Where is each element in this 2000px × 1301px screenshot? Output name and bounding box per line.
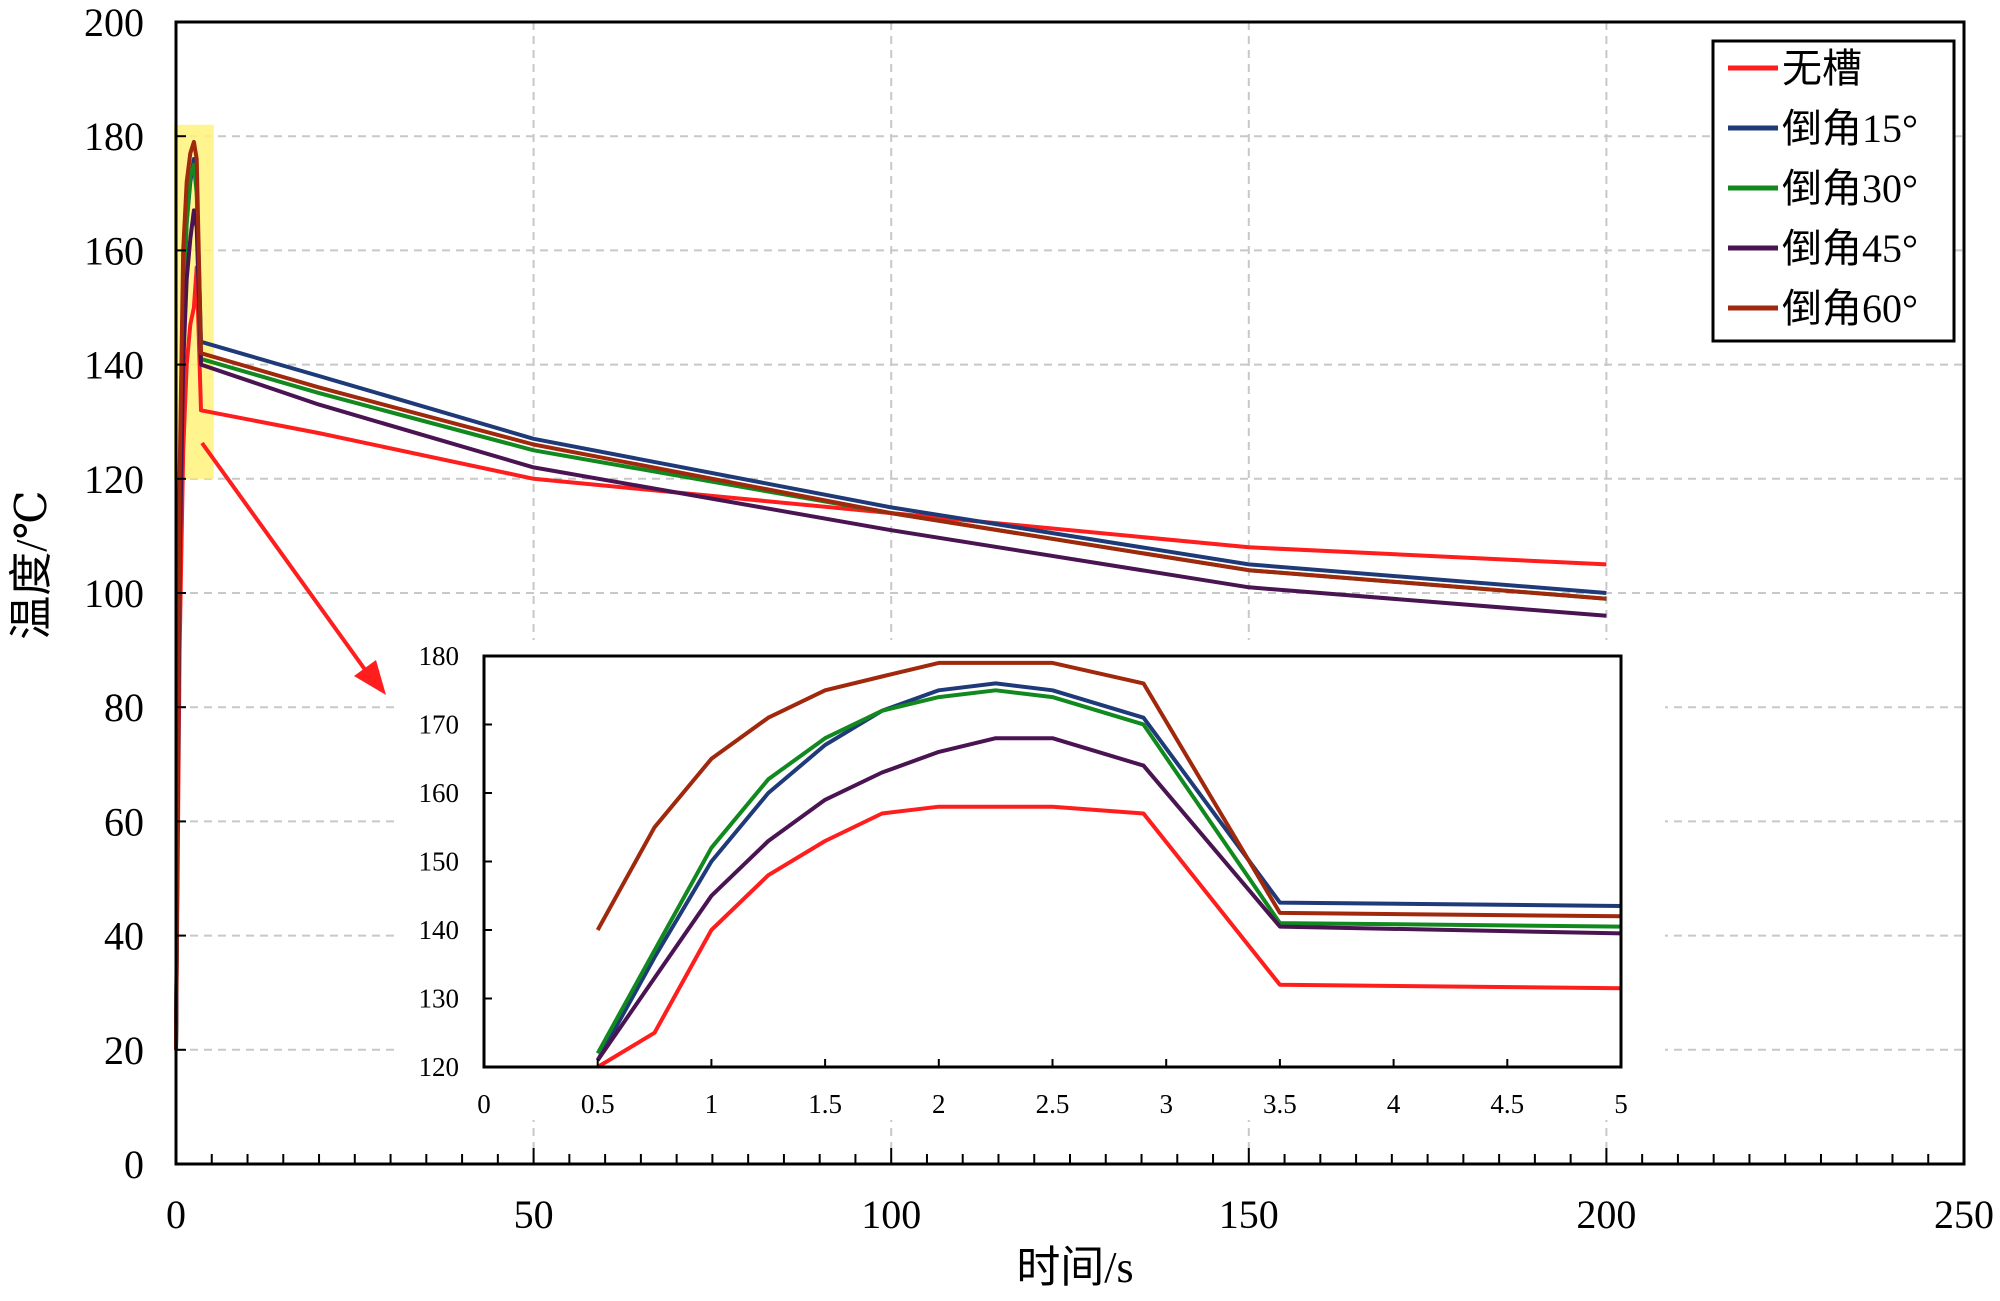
y-tick-label: 100: [84, 571, 144, 616]
inset-x-tick-label: 2.5: [1036, 1089, 1070, 1119]
inset-y-tick-label: 150: [419, 847, 460, 877]
y-tick-label: 120: [84, 457, 144, 502]
legend-label-4: 倒角60°: [1782, 286, 1918, 331]
x-tick-label: 0: [166, 1192, 186, 1237]
y-tick-label: 80: [104, 685, 144, 730]
inset-ticks: [483, 655, 1622, 1068]
inset-x-tick-label: 3.5: [1263, 1089, 1297, 1119]
y-tick-label: 180: [84, 114, 144, 159]
zoom-arrow: [200, 441, 386, 695]
x-tick-label: 200: [1576, 1192, 1636, 1237]
inset-series-line-1: [595, 681, 1621, 1062]
inset-y-tick-label: 120: [419, 1052, 460, 1082]
y-tick-label: 40: [104, 914, 144, 959]
inset-x-tick-label: 1.5: [808, 1089, 842, 1119]
legend-label-2: 倒角30°: [1782, 166, 1918, 211]
inset-background: [395, 640, 1665, 1120]
y-tick-label: 140: [84, 343, 144, 388]
inset-x-tick-label: 1: [705, 1089, 719, 1119]
legend-box: [1711, 39, 1956, 343]
inset-y-tick-label: 180: [419, 641, 460, 671]
x-tick-label: 150: [1219, 1192, 1279, 1237]
inset-y-tick-label: 170: [419, 710, 460, 740]
inset-series-line-3: [596, 736, 1621, 1062]
inset-series-line-0: [596, 804, 1621, 1067]
zoom-arrow-head: [354, 660, 386, 695]
inset-x-tick-label: 0: [477, 1089, 491, 1119]
inset-y-tick-label: 130: [419, 984, 460, 1014]
main-ticks: [175, 21, 1965, 1165]
legend-label-3: 倒角45°: [1782, 226, 1918, 271]
inset-series-line-2: [595, 688, 1621, 1055]
y-tick-label: 160: [84, 228, 144, 273]
inset-x-tick-label: 4.5: [1490, 1089, 1524, 1119]
y-axis-label: 温度/℃: [7, 490, 56, 639]
inset-x-tick-label: 3: [1159, 1089, 1173, 1119]
legend-label-1: 倒角15°: [1782, 106, 1918, 151]
y-tick-label: 0: [124, 1142, 144, 1187]
legend-label-0: 无槽: [1782, 46, 1862, 91]
inset-x-tick-label: 0.5: [581, 1089, 615, 1119]
inset-x-tick-label: 5: [1614, 1089, 1628, 1119]
inset-y-tick-label: 140: [419, 915, 460, 945]
inset-series-line-4: [595, 660, 1621, 931]
y-tick-label: 200: [84, 0, 144, 45]
inset-x-tick-label: 2: [932, 1089, 946, 1119]
y-tick-label: 20: [104, 1028, 144, 1073]
zoom-arrow-line: [200, 441, 368, 673]
x-axis-label: 时间/s: [1016, 1243, 1133, 1292]
x-tick-label: 250: [1934, 1192, 1994, 1237]
inset-series-group: [595, 660, 1621, 1067]
inset-chart: 120 130 140 150 160 170 180 0 0.5 1 1.5 2 2.5 3 3.5 4 4.…: [395, 640, 1665, 1120]
y-tick-label: 60: [104, 799, 144, 844]
inset-tick-labels: 120 130 140 150 160 170 180 0 0.5 1 1.5 2 2.5 3 3.5 4 4.…: [419, 641, 1628, 1119]
inset-y-tick-label: 160: [419, 778, 460, 808]
x-tick-label: 100: [861, 1192, 921, 1237]
inset-x-tick-label: 4: [1387, 1089, 1401, 1119]
x-tick-label: 50: [514, 1192, 554, 1237]
